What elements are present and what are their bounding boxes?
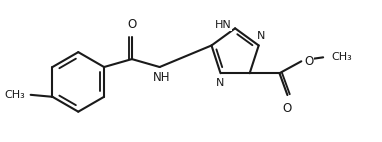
Text: O: O — [283, 102, 292, 115]
Text: O: O — [127, 18, 136, 31]
Text: N: N — [256, 31, 265, 40]
Text: HN: HN — [214, 20, 231, 30]
Text: NH: NH — [153, 71, 170, 84]
Text: N: N — [216, 78, 225, 88]
Text: CH₃: CH₃ — [331, 52, 352, 62]
Text: CH₃: CH₃ — [4, 90, 25, 100]
Text: O: O — [304, 55, 314, 68]
